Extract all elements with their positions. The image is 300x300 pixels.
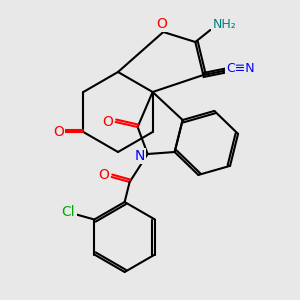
Text: O: O: [53, 125, 64, 139]
Text: Cl: Cl: [61, 206, 75, 220]
Text: O: O: [102, 115, 113, 129]
Text: C≡N: C≡N: [226, 61, 255, 74]
Text: O: O: [98, 168, 109, 182]
Text: N: N: [134, 149, 145, 163]
Text: NH₂: NH₂: [212, 19, 236, 32]
Text: O: O: [156, 17, 167, 31]
